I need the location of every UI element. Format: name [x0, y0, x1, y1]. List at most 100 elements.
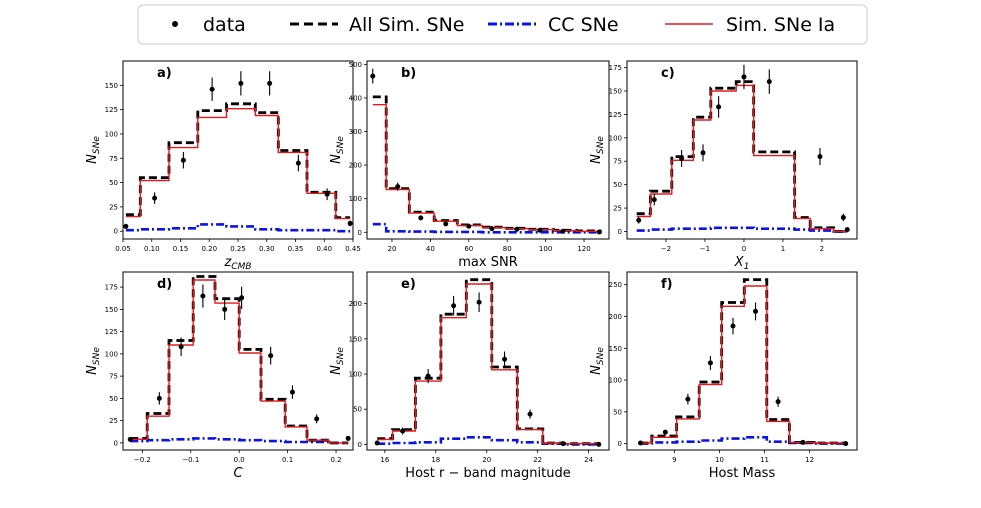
legend-ia-label: Sim. SNe Ia	[726, 14, 835, 36]
all-sim-series	[377, 278, 599, 446]
x-axis-label: X1	[734, 255, 750, 272]
x-tick-label: 0.1	[282, 456, 293, 464]
x-tick-label: 22	[533, 456, 542, 464]
y-tick-label: 75	[109, 155, 118, 163]
x-tick-label: 40	[426, 245, 435, 253]
panel-d: −0.2 −0.1 0.0 0.1 0.2 0 25 50 75 100 125 150 175 C NSN…	[85, 271, 354, 481]
x-axis-label: max SNR	[458, 255, 517, 270]
data-point	[716, 104, 722, 110]
y-tick-label: 0	[114, 439, 118, 447]
x-tick-label: 0.15	[173, 245, 189, 253]
x-tick-label: 9	[672, 456, 676, 464]
x-axis-label: Host r − band magnitude	[405, 466, 570, 481]
y-tick-label: 0	[618, 440, 622, 448]
y-tick-label: 100	[609, 134, 622, 142]
y-tick-label: 100	[349, 195, 362, 203]
data-point	[596, 229, 602, 235]
data-point	[127, 436, 133, 442]
data-point	[180, 157, 186, 163]
panel-b: 20 40 60 80 100 120 0 100 200 300 400 500 max SNR NSN…	[329, 60, 610, 270]
data-point	[560, 228, 566, 234]
legend-all-sim-label: All Sim. SNe	[349, 14, 464, 36]
all-sim-series	[125, 102, 351, 219]
y-axis-label: NSNe	[589, 136, 606, 164]
ia-series	[640, 285, 846, 444]
ia-series	[125, 108, 351, 220]
ia-series	[636, 84, 848, 233]
data-point	[443, 221, 449, 227]
x-tick-label: 11	[760, 456, 769, 464]
data-point	[537, 227, 543, 233]
x-tick-label: 100	[539, 245, 552, 253]
y-tick-label: 300	[349, 128, 362, 136]
y-tick-label: 50	[613, 181, 622, 189]
x-tick-label: 18	[431, 456, 440, 464]
x-tick-label: 10	[715, 456, 724, 464]
y-tick-label: 400	[349, 94, 362, 102]
panel-e: 16 18 20 22 24 0 50 100 150 200 Host r − band magn…	[329, 271, 610, 481]
data-point	[451, 303, 457, 309]
data-point	[289, 389, 295, 395]
y-tick-label: 125	[105, 328, 118, 336]
panel-label: b)	[401, 66, 416, 81]
data-point	[596, 441, 602, 447]
y-tick-label: 125	[609, 111, 622, 119]
data-point	[345, 435, 351, 441]
data-point	[395, 184, 401, 190]
cc-series	[130, 437, 349, 445]
y-tick-label: 500	[349, 61, 362, 69]
data-point	[840, 214, 846, 220]
y-tick-label: 150	[105, 82, 118, 90]
x-tick-label: −1	[700, 245, 710, 253]
data-point	[239, 295, 245, 301]
data-point	[514, 226, 520, 232]
data-point	[295, 160, 301, 166]
panel-label: f)	[661, 277, 673, 292]
data-point	[638, 440, 644, 446]
data-point	[370, 73, 376, 79]
data-point	[374, 440, 380, 446]
cc-series	[125, 223, 351, 233]
y-tick-label: 200	[349, 162, 362, 170]
y-tick-label: 75	[109, 373, 118, 381]
x-tick-label: 0.45	[345, 245, 361, 253]
data-point	[347, 220, 353, 226]
cc-series	[372, 222, 602, 234]
x-axis-label: zCMB	[223, 255, 251, 272]
all-sim-series	[640, 278, 846, 445]
data-point	[753, 308, 759, 314]
x-tick-label: 0.0	[234, 456, 245, 464]
y-tick-label: 250	[609, 281, 622, 289]
x-tick-label: 0.35	[288, 245, 304, 253]
data-point	[418, 215, 424, 221]
y-axis-label: NSNe	[589, 347, 606, 375]
x-tick-label: −0.2	[134, 456, 151, 464]
data-point	[800, 439, 806, 445]
y-tick-label: 50	[109, 179, 118, 187]
data-point	[489, 226, 495, 232]
data-point	[741, 74, 747, 80]
data-point	[123, 223, 129, 229]
x-tick-label: 24	[584, 456, 593, 464]
panel-f: 9 10 11 12 0 50 100 150 200 250 Host Mass NSNe f)	[589, 271, 858, 481]
axes-frame	[366, 60, 610, 240]
data-point	[527, 411, 533, 417]
y-tick-label: 150	[609, 87, 622, 95]
data-point	[314, 416, 320, 422]
panel-a: 0.05 0.10 0.15 0.20 0.25 0.30 0.35 0.40 0.45 0 25 5…	[85, 60, 361, 272]
data-point	[685, 396, 691, 402]
y-tick-label: 150	[105, 306, 118, 314]
data-point	[209, 86, 215, 92]
y-axis-label: NSNe	[85, 136, 102, 164]
x-tick-label: 0.30	[259, 245, 275, 253]
y-tick-label: 125	[105, 106, 118, 114]
y-tick-label: 0	[114, 228, 118, 236]
x-tick-label: 20	[388, 245, 397, 253]
data-point	[817, 154, 823, 160]
data-point	[636, 217, 642, 223]
y-tick-label: 175	[105, 284, 118, 292]
panel-label: d)	[157, 277, 172, 292]
ia-series	[372, 104, 602, 232]
data-point	[238, 80, 244, 86]
y-tick-label: 50	[109, 395, 118, 403]
